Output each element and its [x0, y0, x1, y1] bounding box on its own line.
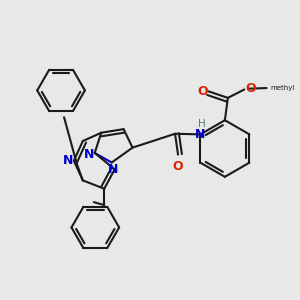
Text: N: N [108, 163, 119, 176]
Text: N: N [63, 154, 73, 167]
Text: H: H [198, 119, 206, 129]
Text: N: N [84, 148, 94, 161]
Text: O: O [173, 160, 183, 173]
Text: O: O [246, 82, 256, 95]
Text: N: N [195, 128, 206, 141]
Text: methyl: methyl [270, 85, 295, 91]
Text: O: O [198, 85, 208, 98]
